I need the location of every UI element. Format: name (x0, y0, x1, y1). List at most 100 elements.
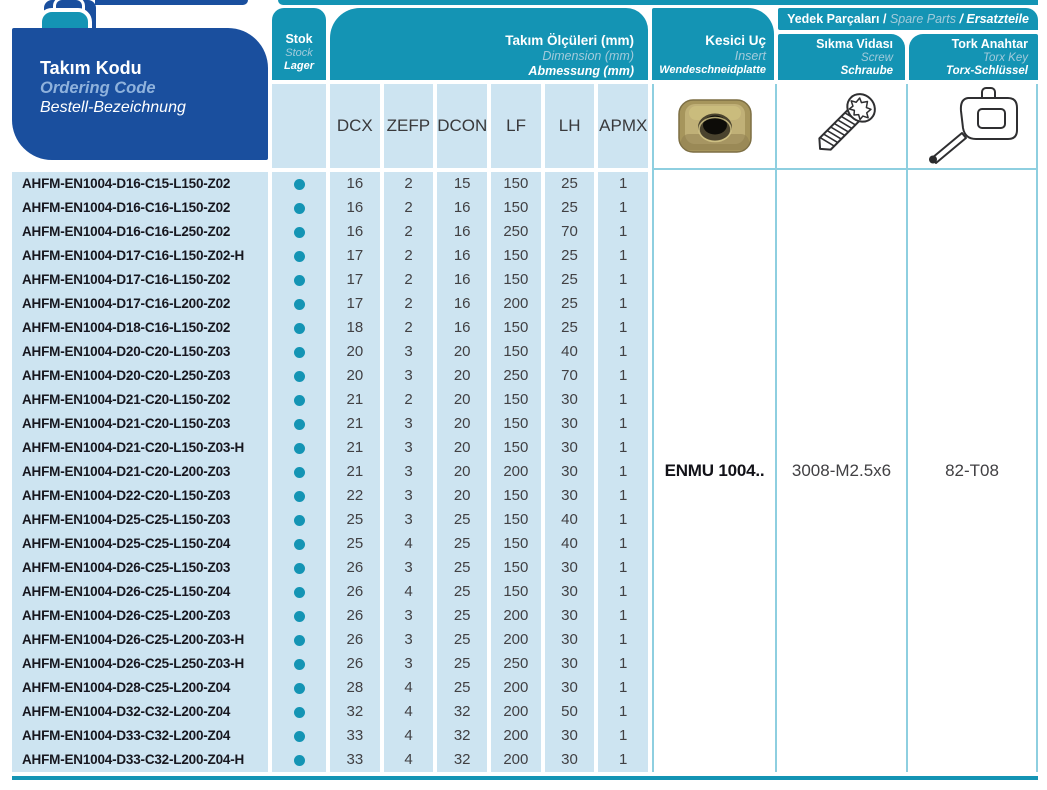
value-cell-dcx: 22 (346, 487, 364, 504)
stock-available-dot (293, 658, 305, 670)
value-cell-dcon: 20 (453, 391, 471, 408)
stock-available-dot (293, 442, 305, 454)
spare-parts-label-en: Spare Parts (889, 12, 956, 26)
value-cell-apmx: 1 (619, 271, 628, 288)
value-cell-apmx: 1 (619, 319, 628, 336)
value-cell-zefp: 4 (404, 751, 413, 768)
value-cell-zefp: 3 (404, 655, 413, 672)
value-cell-dcon: 25 (453, 607, 471, 624)
ordering-code-cell: AHFM-EN1004-D17-C16-L200-Z02 (22, 296, 231, 311)
stock-cell (272, 580, 326, 604)
value-cell-dcx: 16 (346, 175, 364, 192)
value-cell-dcon: 16 (453, 295, 471, 312)
ordering-code-cell: AHFM-EN1004-D22-C20-L150-Z03 (22, 488, 231, 503)
value-cell-lf: 150 (503, 199, 529, 216)
value-cell-dcon: 25 (453, 535, 471, 552)
spare-parts-label-de: / Ersatzteile (959, 12, 1029, 26)
value-cell-zefp: 2 (404, 319, 413, 336)
value-cell-lf: 150 (503, 439, 529, 456)
torx-key-label-tr: Tork Anahtar (951, 37, 1028, 51)
value-cell-dcon: 25 (453, 655, 471, 672)
ordering-code-cell: AHFM-EN1004-D16-C16-L150-Z02 (22, 200, 231, 215)
value-cell-lf: 250 (503, 223, 529, 240)
value-cell-dcx: 20 (346, 343, 364, 360)
insert-column: ENMU 1004.. (654, 84, 777, 772)
dimensions-label-en: Dimension (mm) (542, 48, 634, 63)
ordering-code-cell: AHFM-EN1004-D21-C20-L150-Z02 (22, 392, 231, 407)
stock-cell (272, 700, 326, 724)
column-header-lh: LH (544, 84, 595, 168)
ordering-code-cell: AHFM-EN1004-D33-C32-L200-Z04 (22, 728, 231, 743)
value-cell-lh: 30 (561, 583, 578, 600)
stock-available-dot (293, 634, 305, 646)
value-cell-zefp: 3 (404, 367, 413, 384)
stock-cell (272, 388, 326, 412)
screw-label-de: Schraube (840, 65, 893, 78)
value-cell-lh: 40 (561, 343, 578, 360)
value-cell-dcx: 17 (346, 295, 364, 312)
stock-cell (272, 292, 326, 316)
value-cell-dcon: 20 (453, 439, 471, 456)
value-cell-lh: 30 (561, 559, 578, 576)
insert-header: Kesici Uç Insert Wendeschneidplatte (652, 8, 774, 80)
value-cell-lh: 70 (561, 223, 578, 240)
value-cell-lf: 250 (503, 367, 529, 384)
stock-label-de: Lager (284, 59, 314, 72)
value-cell-dcx: 18 (346, 319, 364, 336)
stock-cell (272, 436, 326, 460)
stock-available-dot (293, 586, 305, 598)
ordering-code-column: AHFM-EN1004-D16-C15-L150-Z02 AHFM-EN1004-… (12, 172, 268, 772)
stock-available-dot (293, 610, 305, 622)
value-cell-dcon: 25 (453, 559, 471, 576)
dimensions-label-tr: Takım Ölçüleri (mm) (505, 33, 634, 48)
value-cell-lf: 200 (503, 727, 529, 744)
value-cell-lf: 150 (503, 247, 529, 264)
insert-label-de: Wendeschneidplatte (659, 63, 766, 76)
column-header-dcon: DCON (437, 84, 488, 168)
value-cell-dcon: 32 (453, 703, 471, 720)
stock-cell (272, 340, 326, 364)
insert-label-tr: Kesici Uç (705, 33, 766, 48)
ordering-code-cell: AHFM-EN1004-D21-C20-L150-Z03 (22, 416, 231, 431)
value-cell-zefp: 4 (404, 703, 413, 720)
stock-cell (272, 556, 326, 580)
value-cell-lf: 150 (503, 175, 529, 192)
insert-label-en: Insert (734, 48, 766, 63)
stock-cell (272, 172, 326, 196)
value-cell-zefp: 3 (404, 463, 413, 480)
ordering-code-label-tr: Takım Kodu (40, 58, 142, 78)
value-cell-dcon: 16 (453, 247, 471, 264)
cropped-strip-dark (95, 0, 248, 5)
ordering-code-cell: AHFM-EN1004-D26-C25-L250-Z03-H (22, 656, 245, 671)
screw-header: Sıkma Vidası Screw Schraube (778, 34, 905, 80)
value-cell-apmx: 1 (619, 415, 628, 432)
screw-code-value: 3008-M2.5x6 (777, 168, 906, 772)
value-cell-apmx: 1 (619, 751, 628, 768)
value-cell-zefp: 2 (404, 391, 413, 408)
value-cell-dcx: 16 (346, 223, 364, 240)
ordering-code-cell: AHFM-EN1004-D32-C32-L200-Z04 (22, 704, 231, 719)
value-cell-apmx: 1 (619, 367, 628, 384)
value-cell-zefp: 4 (404, 727, 413, 744)
value-cell-lf: 150 (503, 583, 529, 600)
insert-photo (654, 84, 775, 168)
value-cell-dcx: 33 (346, 727, 364, 744)
value-cell-dcon: 15 (453, 175, 471, 192)
value-cell-lf: 200 (503, 607, 529, 624)
stock-cell (272, 532, 326, 556)
value-cell-dcx: 26 (346, 655, 364, 672)
value-cell-lh: 25 (561, 175, 578, 192)
cropped-strip-teal (278, 0, 1038, 5)
stock-cell (272, 316, 326, 340)
value-cell-dcx: 20 (346, 367, 364, 384)
ordering-code-label-en: Ordering Code (40, 79, 156, 98)
value-cell-dcx: 32 (346, 703, 364, 720)
value-cell-lh: 40 (561, 535, 578, 552)
stock-cell (272, 604, 326, 628)
value-cell-dcon: 20 (453, 487, 471, 504)
stock-cell (272, 484, 326, 508)
spare-parts-label-tr: Yedek Parçaları / (787, 12, 887, 26)
stock-column (272, 172, 326, 772)
value-cell-apmx: 1 (619, 679, 628, 696)
stock-label-tr: Stok (285, 32, 313, 46)
